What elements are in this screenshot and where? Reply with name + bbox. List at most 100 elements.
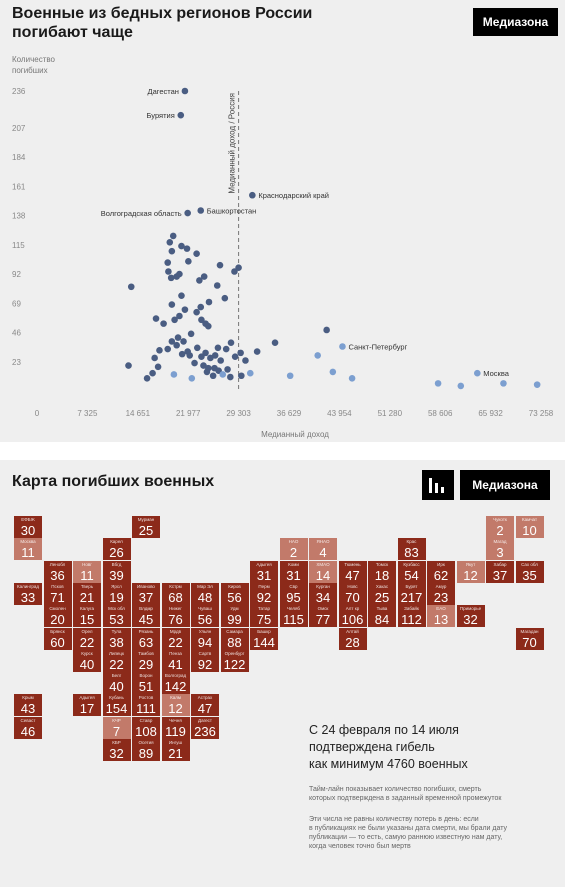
data-point: [197, 303, 205, 311]
map-cell-value: 29: [138, 656, 154, 672]
map-cell-value: 32: [463, 612, 478, 628]
map-cell-label: Томск: [375, 561, 389, 567]
map-cell-label: Ульян: [198, 628, 212, 634]
map-cell: Тула 38: [102, 627, 131, 650]
y-tick-label: 236: [12, 87, 26, 96]
map-cell-label: Амур: [435, 583, 447, 589]
map-cell: Осетия 89: [132, 739, 160, 761]
map-cell-value: 89: [138, 746, 154, 761]
data-point: [205, 322, 212, 330]
data-point: [178, 242, 185, 250]
map-cell-label: Перм: [258, 583, 270, 589]
x-tick-label: 7 325: [77, 409, 98, 418]
map-cell-value: 25: [374, 589, 390, 605]
map-cell-value: 111: [136, 701, 156, 717]
map-cell: Перм 92: [250, 582, 278, 605]
map-cell: Ворон 51: [132, 672, 160, 695]
data-point: [221, 294, 229, 302]
map-cell: Хакас 25: [368, 582, 396, 605]
map-cell-label: Кубань: [109, 695, 124, 701]
map-cell: Ростов 111: [132, 694, 160, 717]
map-cell: НАО 2: [279, 538, 308, 561]
x-tick-label: 29 303: [226, 409, 251, 418]
map-cell-value: 2: [496, 523, 504, 538]
data-point: [183, 245, 191, 252]
data-point-light: [500, 380, 507, 387]
map-cell-value: 217: [400, 589, 423, 605]
data-point: [193, 250, 200, 258]
map-cell: Севаст 46: [14, 716, 42, 739]
map-cell-label: Мрдв: [169, 628, 182, 634]
map-cell-value: 76: [168, 612, 183, 628]
map-cell-value: 22: [79, 634, 95, 650]
x-axis-label: Медианный доход: [261, 430, 329, 439]
data-point: [253, 348, 261, 355]
labeled-point: [249, 191, 256, 199]
note2-line3: публикации — то есть, самую раннюю извес…: [309, 834, 503, 841]
map-cell-value: 37: [138, 589, 154, 605]
map-cell: Якут 12: [456, 560, 485, 583]
data-point: [211, 364, 218, 372]
map-cell-label: Волгоград: [164, 673, 187, 679]
x-tick-label: 21 977: [176, 409, 201, 418]
map-cell: Нижег 76: [161, 605, 190, 628]
map-cell-value: 75: [256, 612, 272, 628]
map-cell-value: 48: [197, 589, 213, 605]
map-cell-label: Новс: [347, 583, 358, 589]
x-tick-label: 0: [35, 409, 40, 418]
map-cell-value: 62: [433, 567, 449, 583]
map-cell-value: 84: [374, 612, 390, 628]
map-cell-label: Приморье: [459, 606, 482, 612]
map-cell-label: Чукотк: [493, 517, 507, 522]
map-cell-value: 3: [496, 545, 504, 561]
map-cell-value: 22: [168, 634, 183, 650]
map-cell-value: 26: [109, 545, 124, 561]
map-cell: Киров 56: [220, 582, 249, 605]
map-cell-label: Мурман: [137, 517, 155, 522]
map-cell: Сартв 92: [191, 649, 219, 672]
data-point-light: [348, 374, 356, 382]
map-cell-label: Ростов: [138, 695, 154, 701]
map-cell-label: Смолен: [49, 606, 66, 612]
map-cell-label: Чечня: [169, 717, 182, 723]
map-cell-value: 108: [135, 723, 157, 739]
map-cell: Астрах 47: [191, 694, 219, 717]
data-point: [213, 282, 221, 289]
map-cell-label: ЯНАО: [316, 539, 330, 545]
x-tick-label: 51 280: [378, 409, 403, 418]
data-point: [323, 326, 330, 334]
map-cell-label: ЕФБЖ: [21, 517, 35, 522]
map-cell-value: 40: [79, 656, 95, 672]
data-point: [178, 292, 185, 299]
map-cell-value: 54: [404, 567, 419, 583]
map-cell-value: 15: [79, 612, 95, 628]
map-cell-label: Калуга: [79, 606, 95, 612]
map-cell: Мрдв 22: [161, 627, 190, 650]
map-cell: Тамбов 29: [132, 649, 160, 672]
map-mediazona-logo: Медиазона: [460, 470, 550, 500]
map-cell-label: Челяб: [287, 606, 300, 612]
y-tick-label: 184: [12, 153, 26, 162]
map-cell: Новг 11: [73, 560, 101, 583]
data-point: [164, 345, 172, 353]
data-point-light: [170, 371, 178, 378]
y-tick-label: 92: [12, 270, 21, 279]
map-cell: Пенза 41: [161, 649, 190, 672]
map-cell-value: 46: [20, 723, 36, 739]
map-cell: Брянск 60: [43, 627, 72, 650]
map-cell-value: 7: [112, 723, 121, 739]
data-point: [167, 274, 175, 282]
data-point: [205, 298, 213, 306]
note1-line1: Тайм-лайн показывает количество погибших…: [309, 786, 482, 793]
map-cell-label: Ингуш: [168, 740, 183, 745]
data-point: [152, 315, 160, 322]
point-label: Волгоградская область: [101, 209, 182, 218]
map-cell-value: 45: [138, 612, 154, 628]
map-cell-value: 40: [109, 679, 124, 695]
labeled-point: [339, 343, 346, 350]
map-cell-value: 35: [522, 567, 537, 583]
data-point-light: [533, 381, 541, 388]
map-cell-value: 21: [79, 589, 95, 605]
map-cell-value: 51: [138, 679, 154, 695]
map-cell: Москва 11: [14, 538, 42, 561]
